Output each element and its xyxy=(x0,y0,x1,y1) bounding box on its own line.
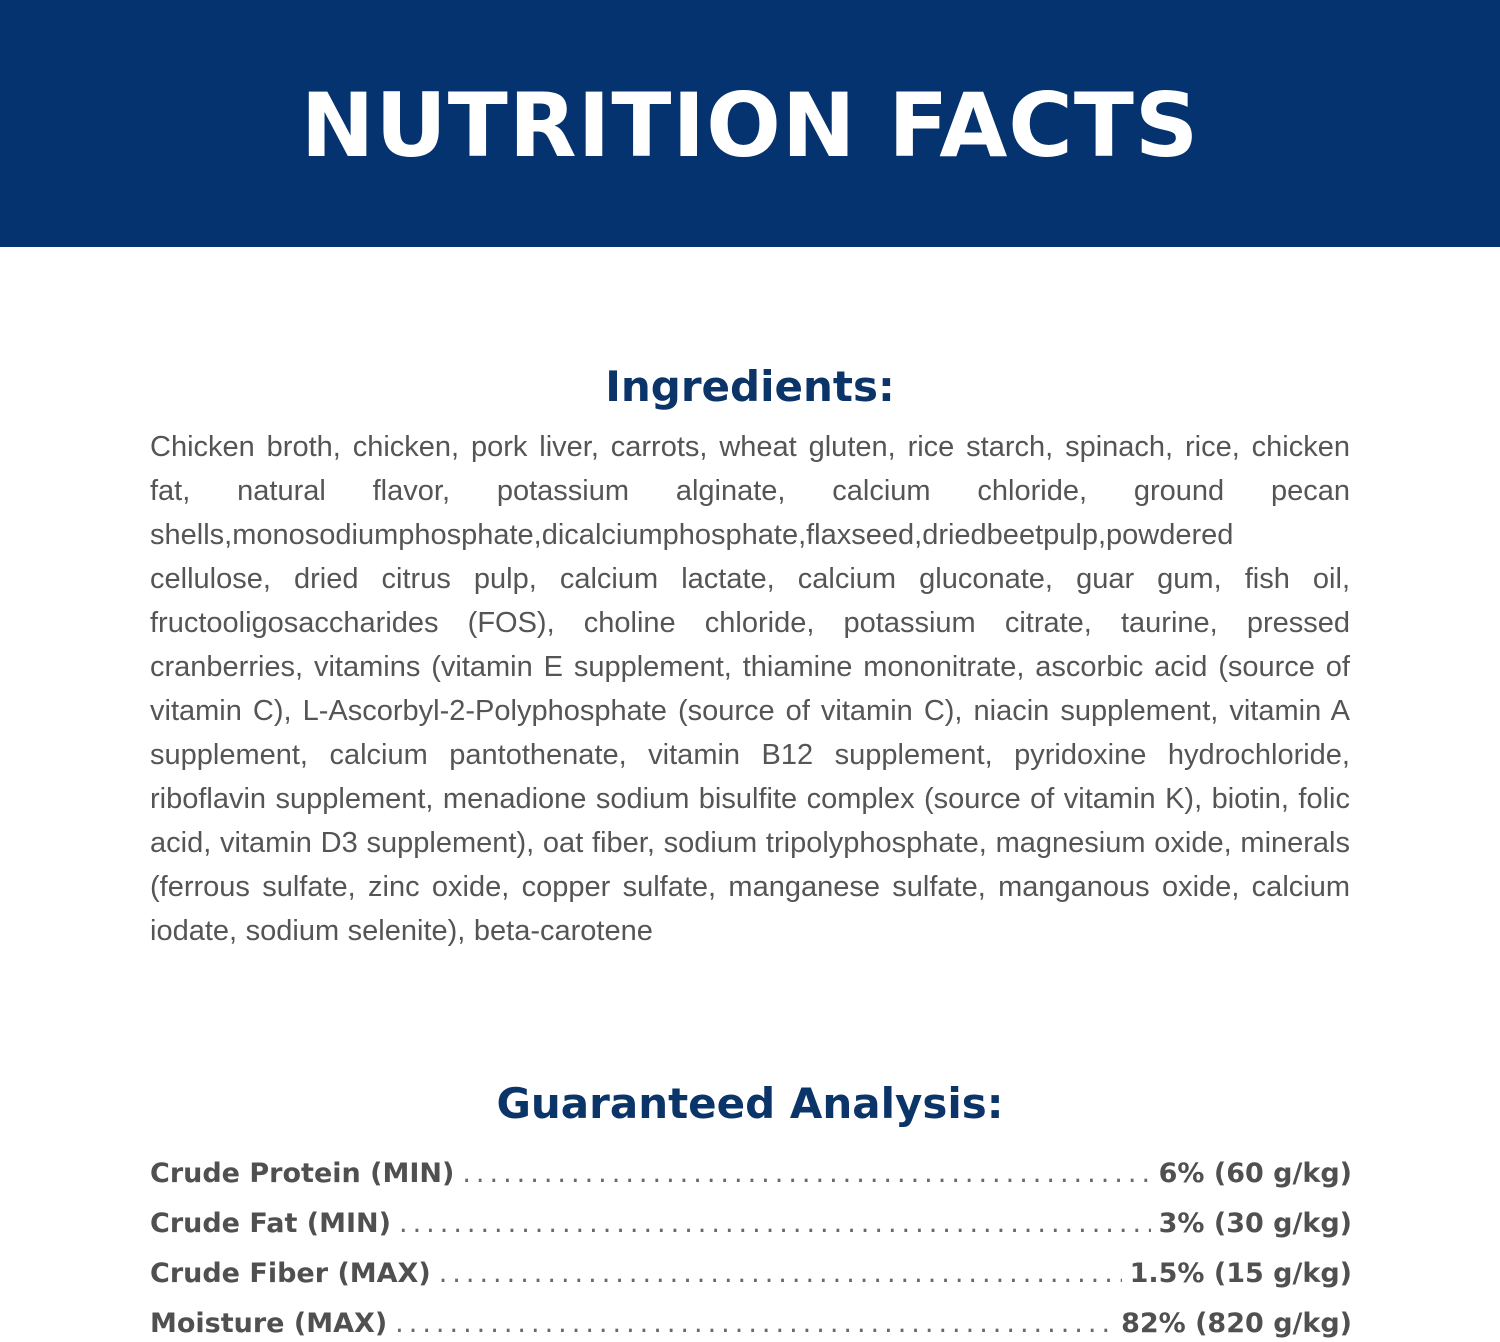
dot-leader: ........................................… xyxy=(395,1308,1113,1339)
analysis-row-crude-protein: Crude Protein (MIN) ....................… xyxy=(150,1149,1352,1199)
analysis-row-crude-fiber: Crude Fiber (MAX) ......................… xyxy=(150,1249,1352,1299)
guaranteed-analysis-heading: Guaranteed Analysis: xyxy=(496,1079,1004,1128)
header-banner: NUTRITION FACTS xyxy=(0,0,1500,247)
analysis-value: 3% (30 g/kg) xyxy=(1158,1208,1352,1239)
ingredients-heading: Ingredients: xyxy=(605,362,895,411)
analysis-label: Crude Fat (MIN) xyxy=(150,1208,391,1239)
ingredients-list: Chicken broth, chicken, pork liver, carr… xyxy=(150,431,1350,947)
analysis-value: 82% (820 g/kg) xyxy=(1121,1308,1352,1339)
analysis-label: Crude Protein (MIN) xyxy=(150,1158,455,1189)
analysis-value: 6% (60 g/kg) xyxy=(1158,1158,1352,1189)
analysis-label: Crude Fiber (MAX) xyxy=(150,1258,431,1289)
dot-leader: ........................................… xyxy=(462,1158,1150,1189)
page-title: NUTRITION FACTS xyxy=(300,74,1200,177)
guaranteed-analysis-list: Crude Protein (MIN) ....................… xyxy=(150,1149,1352,1342)
dot-leader: ........................................… xyxy=(398,1208,1151,1239)
dot-leader: ........................................… xyxy=(438,1258,1122,1289)
analysis-value: 1.5% (15 g/kg) xyxy=(1129,1258,1352,1289)
analysis-label: Moisture (MAX) xyxy=(150,1308,388,1339)
analysis-row-moisture: Moisture (MAX) .........................… xyxy=(150,1299,1352,1342)
analysis-row-crude-fat: Crude Fat (MIN) ........................… xyxy=(150,1199,1352,1249)
